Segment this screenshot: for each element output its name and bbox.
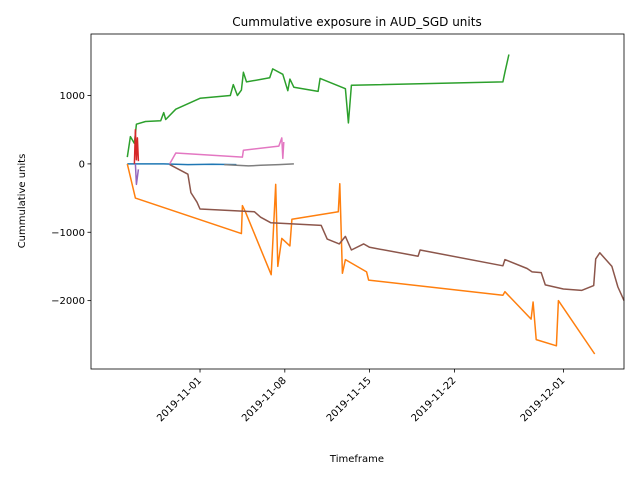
y-tick-label: −2000 [51,296,85,307]
series-line-6 [169,163,625,301]
y-tick-label: 1000 [60,91,85,102]
chart-title: Cummulative exposure in AUD_SGD units [232,15,481,29]
series-line-4 [133,128,140,164]
series-line-5 [134,163,140,186]
y-tick-label: 0 [79,159,85,170]
series-line-7 [169,137,285,165]
plot-frame [90,33,625,370]
series-line-8 [224,163,294,167]
series-line-1 [127,163,237,166]
x-axis-label: Timeframe [329,454,384,465]
series-line-3 [126,54,510,158]
plot-lines [126,54,625,355]
y-axis: −2000 −1000 0 1000 [51,91,91,307]
y-tick-label: −1000 [51,228,85,239]
y-axis-label: Cummulative units [17,154,28,249]
